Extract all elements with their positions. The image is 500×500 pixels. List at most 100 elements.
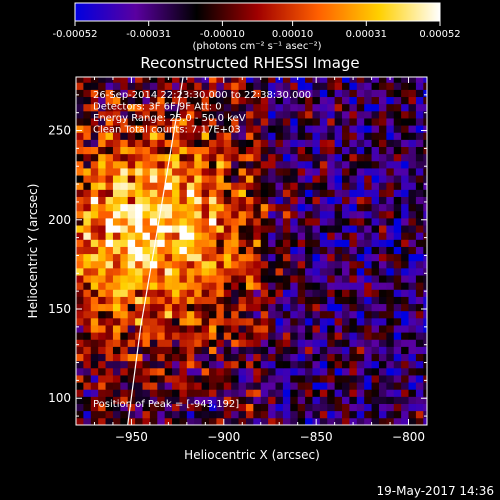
heatmap-cell xyxy=(105,417,114,425)
heatmap-cell xyxy=(231,118,239,126)
heatmap-cell xyxy=(76,389,84,397)
heatmap-cell xyxy=(305,168,313,176)
heatmap-cell xyxy=(90,139,99,147)
heatmap-cell xyxy=(290,253,299,262)
heatmap-cell xyxy=(415,96,424,105)
heatmap-cell xyxy=(386,353,395,362)
heatmap-cell xyxy=(393,332,402,340)
heatmap-cell xyxy=(223,303,232,312)
heatmap-cell xyxy=(223,332,232,340)
heatmap-cell xyxy=(268,77,276,83)
heatmap-cell xyxy=(334,360,343,369)
heatmap-cell xyxy=(415,146,424,155)
heatmap-cell xyxy=(319,82,328,90)
heatmap-cell xyxy=(149,132,158,140)
heatmap-cell xyxy=(275,160,284,169)
heatmap-cell xyxy=(98,77,106,83)
heatmap-cell xyxy=(179,139,188,147)
heatmap-cell xyxy=(364,325,372,333)
heatmap-cell xyxy=(393,403,402,412)
heatmap-cell xyxy=(231,360,239,369)
heatmap-cell xyxy=(105,382,114,390)
heatmap-cell xyxy=(268,367,276,376)
heatmap-cell xyxy=(194,103,203,112)
heatmap-cell xyxy=(201,396,210,404)
heatmap-cell xyxy=(275,146,284,155)
heatmap-cell xyxy=(186,232,195,240)
heatmap-cell xyxy=(386,210,395,219)
heatmap-cell xyxy=(260,82,269,90)
heatmap-cell xyxy=(149,96,158,105)
heatmap-cell xyxy=(245,382,254,390)
heatmap-cell xyxy=(371,375,380,383)
heatmap-cell xyxy=(231,217,239,226)
heatmap-cell xyxy=(149,375,158,383)
heatmap-cell xyxy=(76,239,84,247)
heatmap-cell xyxy=(349,82,358,90)
heatmap-cell xyxy=(179,160,188,169)
heatmap-cell xyxy=(105,317,114,326)
heatmap-cell xyxy=(334,210,343,219)
heatmap-cell xyxy=(327,175,336,183)
heatmap-cell xyxy=(157,189,166,197)
heatmap-cell xyxy=(223,282,232,290)
heatmap-cell xyxy=(105,253,114,262)
heatmap-cell xyxy=(245,153,254,162)
heatmap-cell xyxy=(334,260,343,269)
heatmap-cell xyxy=(305,189,313,197)
heatmap-cell xyxy=(223,232,232,240)
heatmap-cell xyxy=(194,382,203,390)
heatmap-cell xyxy=(290,382,299,390)
heatmap-cell xyxy=(401,132,409,140)
heatmap-cell xyxy=(253,146,262,155)
heatmap-cell xyxy=(253,310,262,319)
heatmap-cell xyxy=(238,289,247,297)
heatmap-cell xyxy=(305,417,313,425)
heatmap-cell xyxy=(260,125,269,133)
heatmap-cell xyxy=(282,168,291,176)
heatmap-cell xyxy=(112,125,121,133)
heatmap-cell xyxy=(305,118,313,126)
heatmap-cell xyxy=(98,196,106,205)
heatmap-cell xyxy=(238,389,247,397)
heatmap-cell xyxy=(179,125,188,133)
heatmap-cell xyxy=(312,239,321,247)
heatmap-cell xyxy=(98,310,106,319)
heatmap-cell xyxy=(364,168,372,176)
heatmap-cell xyxy=(179,260,188,269)
heatmap-cell xyxy=(98,217,106,226)
heatmap-cell xyxy=(179,96,188,105)
heatmap-cell xyxy=(401,339,409,347)
heatmap-cell xyxy=(334,239,343,247)
heatmap-cell xyxy=(231,267,239,276)
heatmap-cell xyxy=(238,82,247,90)
heatmap-cell xyxy=(342,382,350,390)
x-axis: −950 −900 −850 −800 xyxy=(93,77,428,444)
heatmap-cell xyxy=(231,146,239,155)
heatmap-cell xyxy=(164,103,173,112)
heatmap-cell xyxy=(305,367,313,376)
heatmap-cell xyxy=(216,189,225,197)
heatmap-cell xyxy=(386,139,395,147)
heatmap-cell xyxy=(282,375,291,383)
heatmap-cell xyxy=(290,225,299,233)
heatmap-cell xyxy=(260,239,269,247)
heatmap-cell xyxy=(423,139,427,147)
heatmap-cell xyxy=(83,232,92,240)
heatmap-cell xyxy=(378,303,387,312)
heatmap-cell xyxy=(83,225,92,233)
heatmap-cell xyxy=(401,182,409,190)
heatmap-cell xyxy=(194,260,203,269)
heatmap-cell xyxy=(378,346,387,355)
heatmap-cell xyxy=(356,260,365,269)
heatmap-cell xyxy=(179,410,188,419)
heatmap-cell xyxy=(216,139,225,147)
heatmap-cell xyxy=(112,375,121,383)
annotation-line: Detectors: 3F 6F 9F Att: 0 xyxy=(93,102,222,113)
heatmap-cell xyxy=(201,132,210,140)
heatmap-cell xyxy=(253,389,262,397)
heatmap-cell xyxy=(371,253,380,262)
heatmap-cell xyxy=(356,275,365,283)
heatmap-cell xyxy=(401,82,409,90)
heatmap-cell xyxy=(319,403,328,412)
